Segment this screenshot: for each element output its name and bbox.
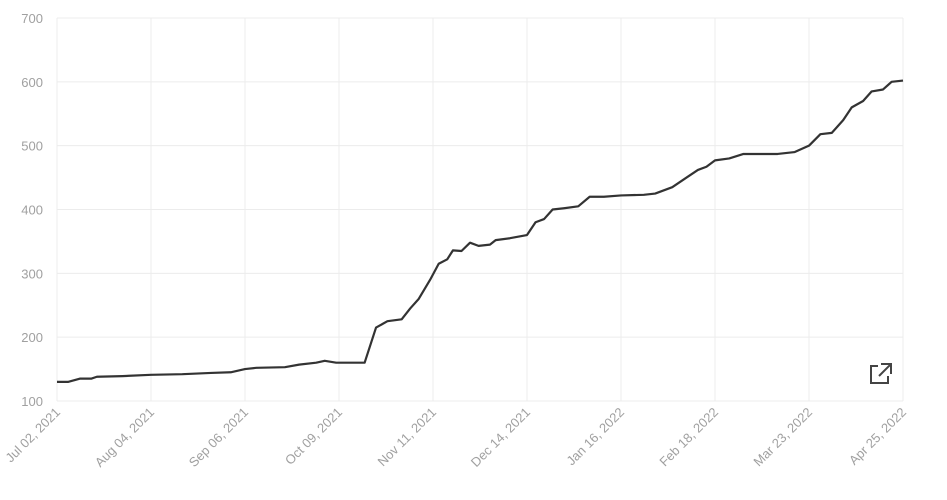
- y-tick-label: 300: [21, 266, 43, 281]
- x-tick-label: Mar 23, 2022: [750, 405, 815, 470]
- x-tick-label: Jul 02, 2021: [2, 405, 63, 466]
- y-tick-label: 100: [21, 394, 43, 409]
- y-tick-label: 700: [21, 11, 43, 26]
- x-tick-label: Sep 06, 2021: [186, 405, 251, 470]
- x-tick-label: Apr 25, 2022: [846, 405, 909, 468]
- icon-arrow: [878, 363, 892, 377]
- x-tick-label: Aug 04, 2021: [92, 405, 157, 470]
- icon-box: [870, 365, 889, 384]
- x-tick-label: Feb 18, 2022: [656, 405, 721, 470]
- x-tick-label: Oct 09, 2021: [282, 405, 345, 468]
- x-tick-label: Jan 16, 2022: [563, 405, 627, 469]
- x-tick-label: Dec 14, 2021: [468, 405, 533, 470]
- x-tick-label: Nov 11, 2021: [375, 405, 440, 470]
- y-tick-label: 200: [21, 330, 43, 345]
- y-tick-label: 500: [21, 139, 43, 154]
- y-tick-label: 600: [21, 75, 43, 90]
- open-external-icon[interactable]: [870, 363, 892, 384]
- data-line: [57, 79, 904, 383]
- plot-area: 100 200 300 400 500 600 700 Jul 02, 2021 Aug 04,…: [2, 11, 909, 470]
- y-tick-label: 400: [21, 203, 43, 218]
